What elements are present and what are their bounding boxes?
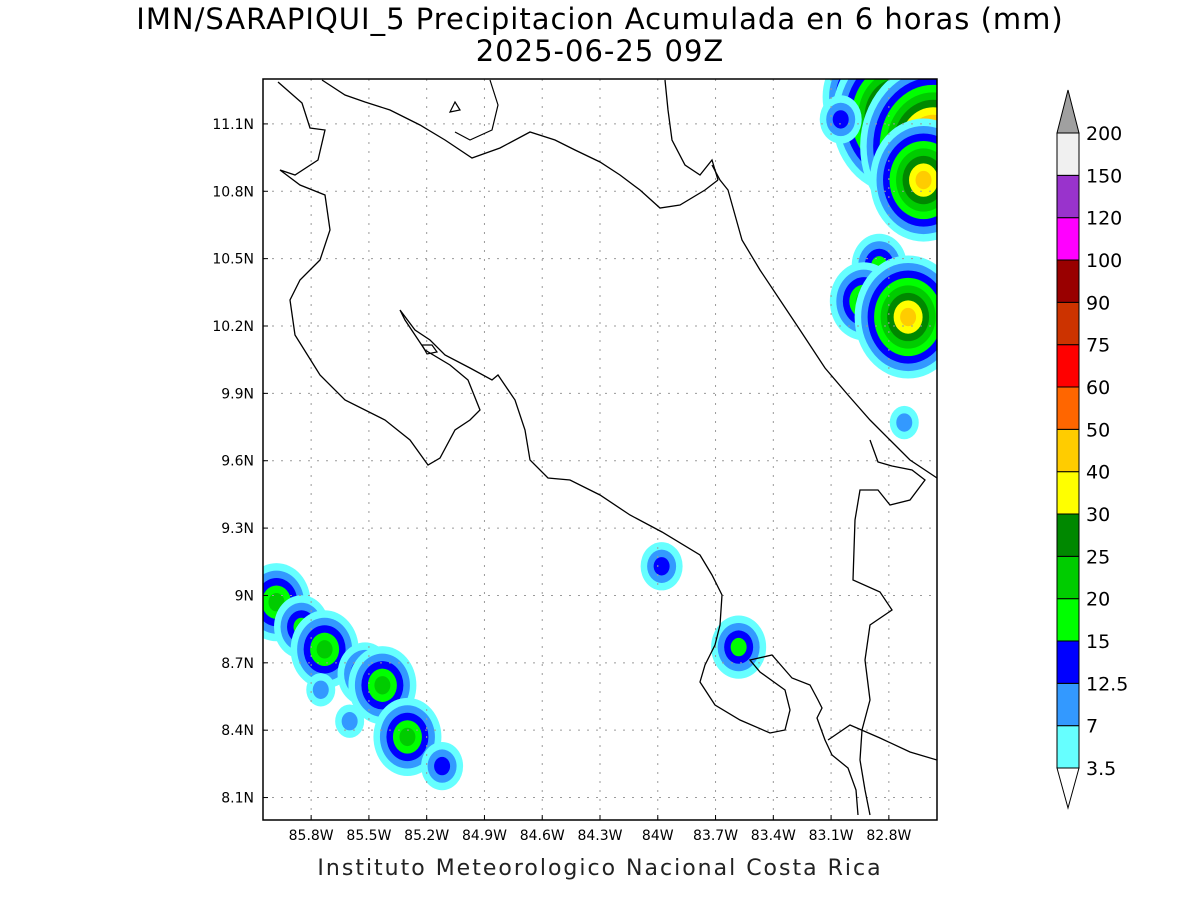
- colorbar-segment: [1056, 301, 1080, 346]
- precip-cell: [306, 673, 336, 707]
- precip-cell: [421, 741, 464, 791]
- colorbar-segment: [1056, 217, 1080, 261]
- lat-tick-label: 11.1N: [212, 117, 254, 133]
- precip-cell: [870, 118, 937, 242]
- lat-tick-label: 9N: [235, 588, 254, 604]
- lon-tick-label: 84.3W: [577, 828, 622, 844]
- colorbar-label: 100: [1086, 250, 1122, 272]
- lon-tick-label: 84.6W: [520, 828, 565, 844]
- colorbar-label: 12.5: [1086, 673, 1128, 695]
- lat-tick-label: 9.3N: [221, 521, 254, 537]
- colorbar-segment: [1056, 513, 1080, 557]
- colorbar-segment: [1056, 682, 1080, 727]
- colorbar-label: 25: [1086, 546, 1110, 568]
- colorbar-segment: [1056, 428, 1080, 473]
- colorbar-segment: [1056, 386, 1080, 430]
- colorbar-segment: [1056, 132, 1080, 176]
- colorbar-label: 3.5: [1086, 758, 1116, 780]
- lat-tick-label: 8.7N: [221, 656, 254, 672]
- map-subtitle-date: 2025-06-25 09Z: [475, 34, 725, 68]
- colorbar-segment: [1056, 174, 1080, 219]
- lon-tick-label: 82.8W: [866, 828, 911, 844]
- lon-tick-label: 83.4W: [751, 828, 796, 844]
- colorbar-label: 15: [1086, 631, 1110, 653]
- colorbar-label: 50: [1086, 419, 1110, 441]
- colorbar-segment: [1056, 725, 1080, 769]
- precip-cell: [889, 405, 919, 440]
- colorbar-label: 40: [1086, 462, 1110, 484]
- lon-tick-label: 85.5W: [346, 828, 391, 844]
- lon-tick-label: 83.7W: [693, 828, 738, 844]
- colorbar-segment: [1056, 598, 1080, 642]
- precipitation-layer: [263, 79, 937, 791]
- lat-tick-label: 8.4N: [221, 723, 254, 739]
- colorbar-label: 30: [1086, 504, 1110, 526]
- colorbar-segment: [1056, 344, 1080, 388]
- colorbar-segment: [1056, 555, 1080, 600]
- colorbar-legend: 3.5 7 12.5 15 20 25 30 40 50 60 75 90 100 120 150 200: [1056, 89, 1128, 810]
- colorbar-segment: [1056, 471, 1080, 515]
- colorbar-label: 120: [1086, 208, 1122, 230]
- precip-cell: [819, 95, 862, 144]
- lat-tick-label: 10.8N: [212, 184, 254, 200]
- coastline-borders: [277, 79, 937, 816]
- colorbar-label: 60: [1086, 377, 1110, 399]
- colorbar-label: 200: [1086, 123, 1122, 145]
- lon-tick-label: 85.2W: [404, 828, 449, 844]
- lon-tick-label: 84W: [642, 828, 674, 844]
- longitude-tick-labels: 85.8W 85.5W 85.2W 84.9W 84.6W 84.3W 84W 83.7W 83…: [289, 828, 912, 844]
- precip-cell: [854, 255, 937, 379]
- colorbar-label: 150: [1086, 165, 1122, 187]
- lon-tick-label: 83.1W: [809, 828, 854, 844]
- lat-lon-grid: [263, 79, 937, 820]
- lon-tick-label: 84.9W: [462, 828, 507, 844]
- precip-cell: [335, 704, 365, 738]
- colorbar-segment: [1056, 640, 1080, 684]
- colorbar-label: 90: [1086, 292, 1110, 314]
- lon-tick-label: 85.8W: [289, 828, 334, 844]
- colorbar-segment: [1056, 259, 1080, 303]
- colorbar-label: 7: [1086, 716, 1098, 738]
- latitude-tick-labels: 11.1N 10.8N 10.5N 10.2N 9.9N 9.6N 9.3N 9N 8.7N 8.…: [212, 117, 254, 807]
- footer-credit: Instituto Meteorologico Nacional Costa R…: [317, 856, 883, 881]
- lat-tick-label: 10.2N: [212, 319, 254, 335]
- lat-tick-label: 9.9N: [221, 386, 254, 402]
- lat-tick-label: 8.1N: [221, 791, 254, 807]
- lat-tick-label: 10.5N: [212, 252, 254, 268]
- colorbar-high-arrow: [1056, 89, 1080, 134]
- lat-tick-label: 9.6N: [221, 454, 254, 470]
- colorbar-label: 75: [1086, 335, 1110, 357]
- precip-cell: [290, 610, 359, 689]
- precip-cell: [640, 542, 683, 591]
- map-frame: [262, 78, 938, 821]
- colorbar-low-arrow: [1056, 767, 1080, 810]
- colorbar-label: 20: [1086, 589, 1110, 611]
- map-title: IMN/SARAPIQUI_5 Precipitacion Acumulada …: [136, 2, 1064, 36]
